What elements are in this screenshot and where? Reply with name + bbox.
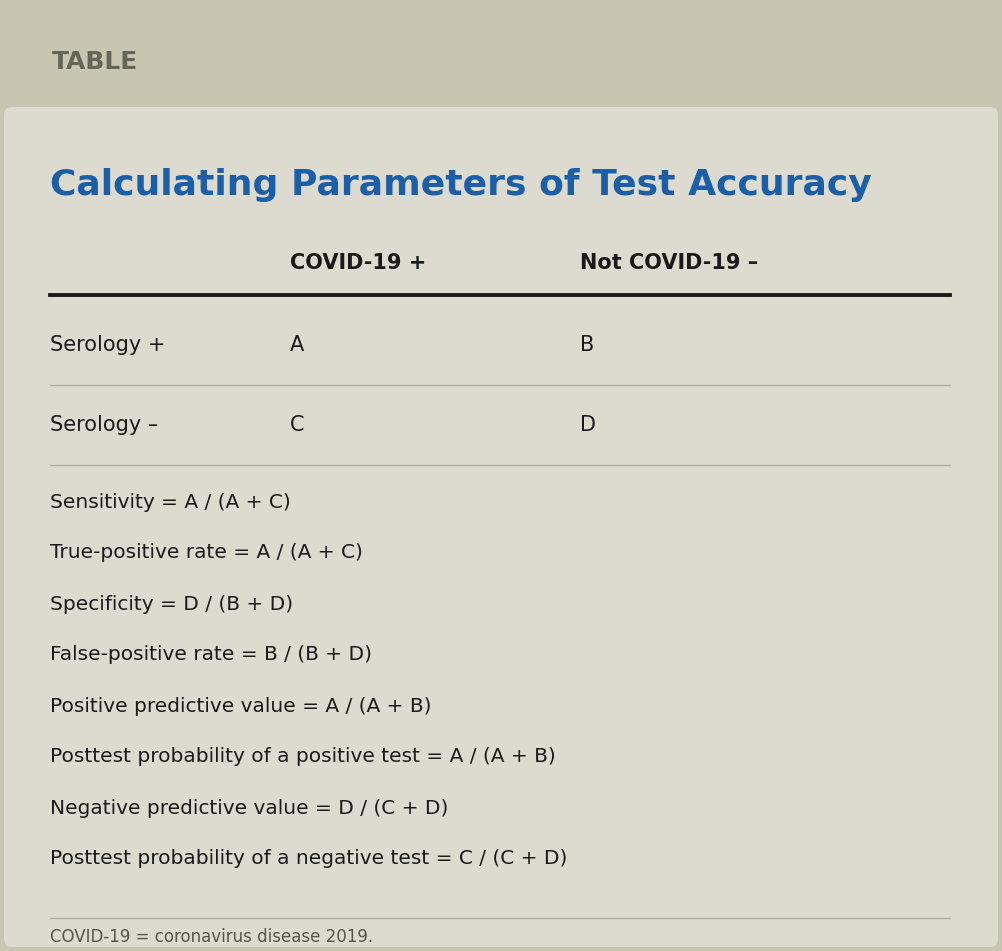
Text: False-positive rate = B / (B + D): False-positive rate = B / (B + D) <box>50 646 372 665</box>
Text: Not COVID-19 –: Not COVID-19 – <box>580 253 759 273</box>
FancyBboxPatch shape <box>4 0 998 116</box>
Text: COVID-19 = coronavirus disease 2019.: COVID-19 = coronavirus disease 2019. <box>50 928 373 946</box>
Text: Posttest probability of a positive test = A / (A + B): Posttest probability of a positive test … <box>50 747 556 767</box>
Text: Serology –: Serology – <box>50 415 158 435</box>
Text: Sensitivity = A / (A + C): Sensitivity = A / (A + C) <box>50 493 291 512</box>
Text: D: D <box>580 415 596 435</box>
Text: COVID-19 +: COVID-19 + <box>290 253 427 273</box>
Text: Posttest probability of a negative test = C / (C + D): Posttest probability of a negative test … <box>50 849 567 868</box>
Text: Negative predictive value = D / (C + D): Negative predictive value = D / (C + D) <box>50 799 448 818</box>
Text: Positive predictive value = A / (A + B): Positive predictive value = A / (A + B) <box>50 696 432 715</box>
Text: True-positive rate = A / (A + C): True-positive rate = A / (A + C) <box>50 544 363 562</box>
FancyBboxPatch shape <box>4 107 998 947</box>
Text: TABLE: TABLE <box>52 50 138 74</box>
Text: Calculating Parameters of Test Accuracy: Calculating Parameters of Test Accuracy <box>50 168 872 202</box>
Text: B: B <box>580 335 594 355</box>
Text: C: C <box>290 415 305 435</box>
Text: Specificity = D / (B + D): Specificity = D / (B + D) <box>50 594 294 613</box>
Text: Serology +: Serology + <box>50 335 165 355</box>
Text: A: A <box>290 335 305 355</box>
